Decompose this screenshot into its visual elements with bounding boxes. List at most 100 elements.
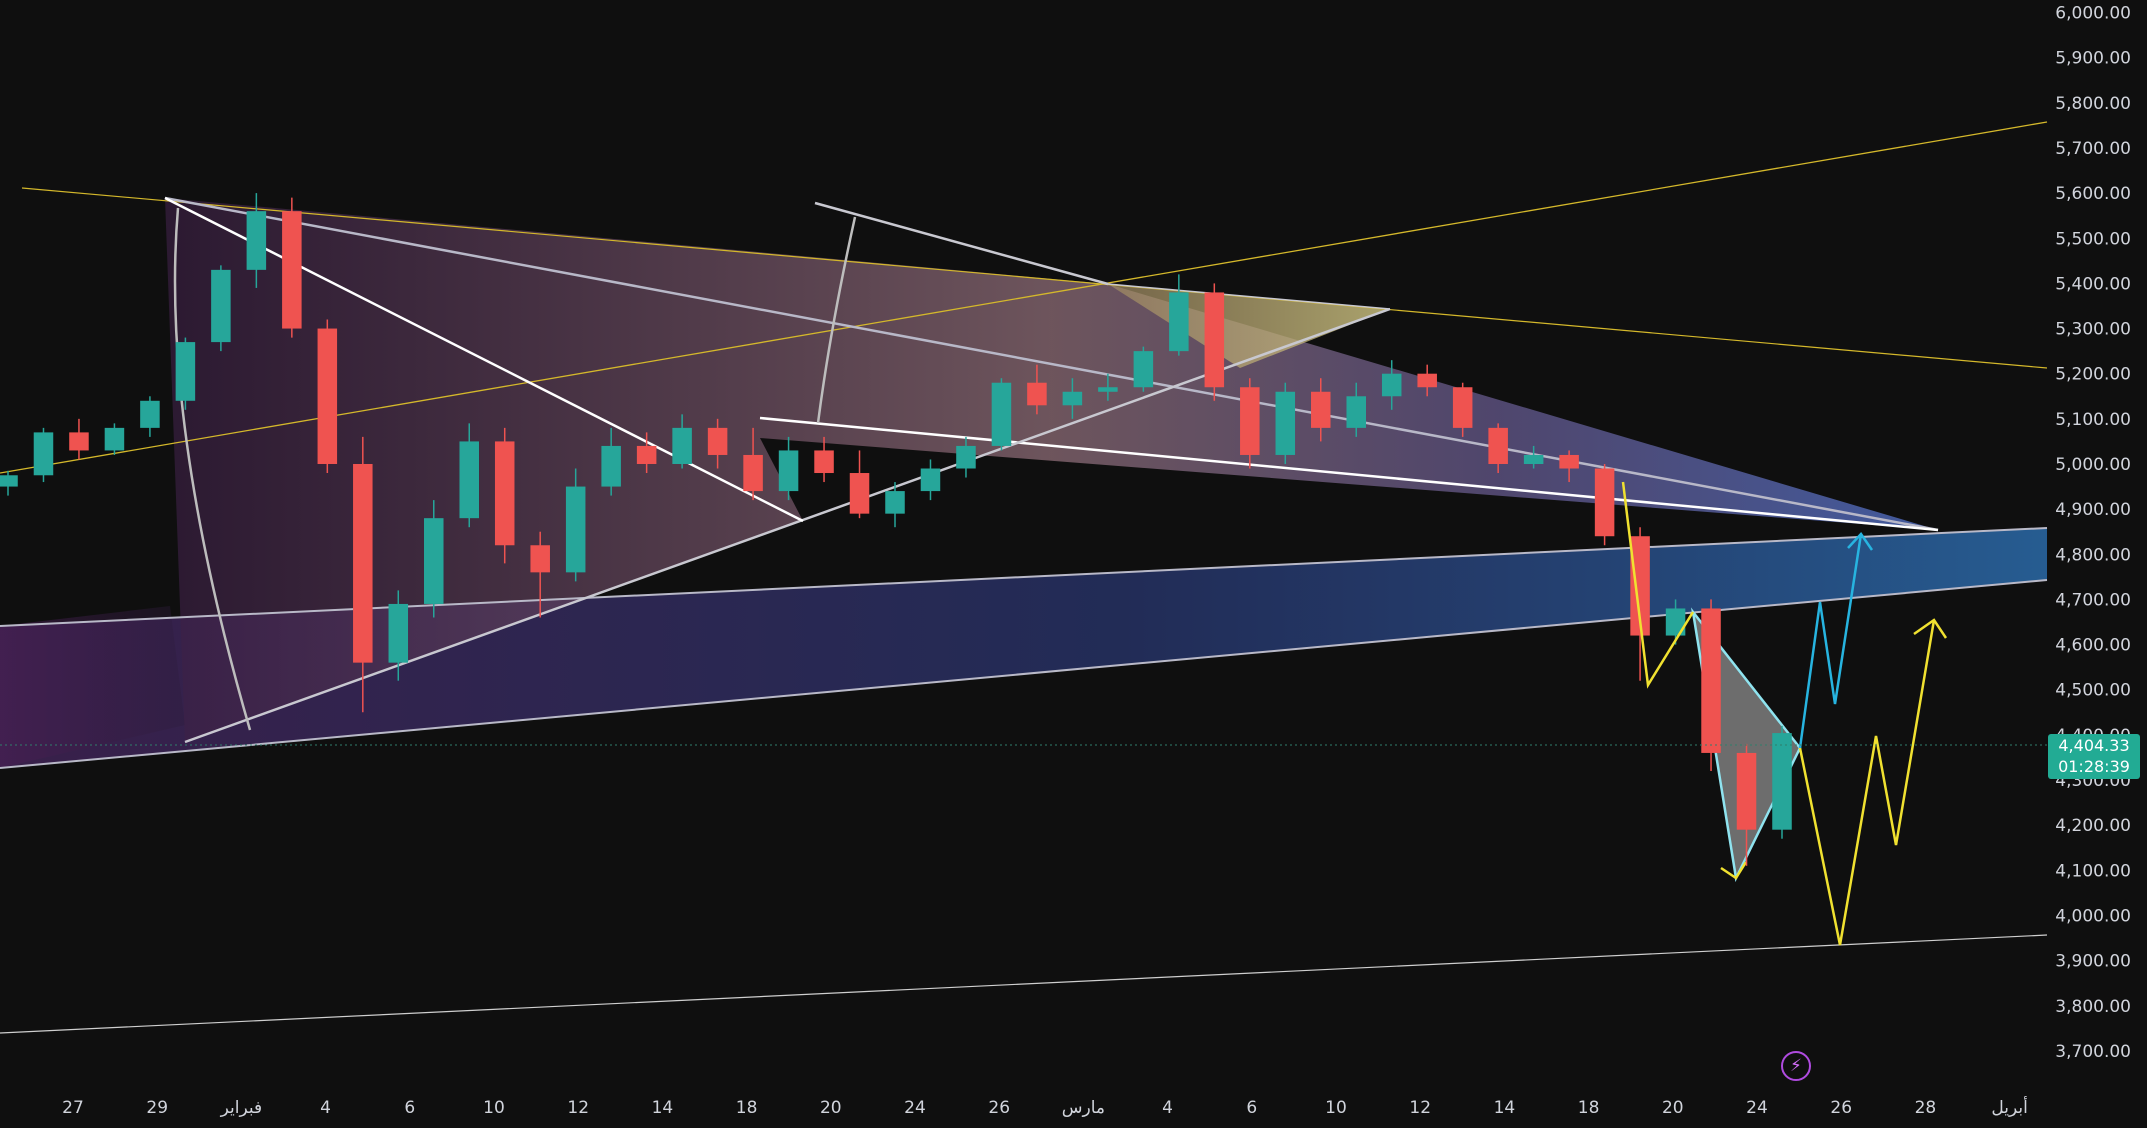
- support-channel-band: [0, 528, 2047, 768]
- candle-down: [1488, 427, 1508, 464]
- x-tick-label: 26: [1830, 1098, 1852, 1118]
- x-tick-label: 12: [567, 1098, 589, 1118]
- candle-up: [1062, 391, 1083, 406]
- candle-up: [1665, 608, 1686, 636]
- candle-down: [1559, 454, 1579, 469]
- y-tick-label: 5,600.00: [2055, 184, 2131, 204]
- x-tick-label: 26: [988, 1098, 1010, 1118]
- candle-down: [1630, 536, 1650, 636]
- x-tick-label: 28: [1915, 1098, 1937, 1118]
- candle-up: [601, 445, 621, 487]
- candle-up: [1772, 733, 1792, 830]
- candle-up: [1275, 391, 1296, 455]
- x-tick-label: فبراير: [220, 1098, 262, 1118]
- y-tick-label: 3,800.00: [2055, 997, 2131, 1017]
- candle-down: [1701, 608, 1721, 753]
- y-tick-label: 4,900.00: [2055, 500, 2131, 520]
- candle-up: [1098, 387, 1118, 392]
- y-tick-label: 3,900.00: [2055, 952, 2131, 972]
- projection-paths: [1621, 481, 1948, 946]
- candle-up: [388, 603, 409, 663]
- candle-up: [672, 427, 692, 464]
- candle-up: [778, 450, 799, 492]
- candle-down: [1594, 468, 1615, 537]
- candle-up: [565, 486, 586, 573]
- y-tick-label: 5,700.00: [2055, 139, 2131, 159]
- y-tick-label: 4,800.00: [2055, 545, 2131, 565]
- candle-up: [424, 518, 444, 604]
- y-tick-label: 4,000.00: [2055, 906, 2131, 926]
- x-tick-label: 6: [404, 1098, 415, 1118]
- x-tick-label: 14: [652, 1098, 674, 1118]
- descending-wedge-fill: [165, 198, 1938, 742]
- y-tick-label: 5,800.00: [2055, 94, 2131, 114]
- candle-down: [1240, 387, 1260, 455]
- candle-down: [814, 450, 834, 474]
- cyan-arrowhead: [1847, 532, 1874, 551]
- y-tick-label: 6,000.00: [2055, 4, 2131, 24]
- candle-up: [33, 432, 54, 476]
- x-tick-label: 20: [820, 1098, 842, 1118]
- candle-up: [956, 445, 976, 469]
- x-tick-label: 18: [1578, 1098, 1600, 1118]
- x-tick-label: 4: [1162, 1098, 1173, 1118]
- candle-up: [175, 342, 196, 401]
- candlestick-series: [0, 193, 1792, 866]
- candle-down: [494, 441, 515, 546]
- candle-down: [743, 454, 763, 492]
- x-tick-label: 10: [483, 1098, 505, 1118]
- y-tick-label: 3,700.00: [2055, 1042, 2131, 1062]
- flash-icon[interactable]: ⚡: [1781, 1051, 1811, 1081]
- y-tick-label: 4,100.00: [2055, 861, 2131, 881]
- y-tick-label: 4,500.00: [2055, 681, 2131, 701]
- price-axis[interactable]: 6,000.00 5,900.00 5,800.00 5,700.00 5,600.00…: [2055, 4, 2131, 1062]
- yellow-arrowhead: [1913, 618, 1948, 639]
- x-tick-label: 29: [146, 1098, 168, 1118]
- x-tick-label: 20: [1662, 1098, 1684, 1118]
- candle-up: [885, 491, 905, 514]
- yellow-projection-early: [1621, 481, 1695, 689]
- yellow-projection-path: [1798, 619, 1936, 946]
- candle-up: [104, 427, 125, 451]
- y-tick-label: 5,100.00: [2055, 410, 2131, 430]
- candle-down: [1417, 373, 1437, 388]
- candle-down: [1204, 292, 1225, 388]
- candle-up: [1169, 292, 1189, 352]
- x-tick-label: أبريل: [1991, 1096, 2027, 1118]
- time-axis[interactable]: 27 29 فبراير 4 6 10 12 14 18 20 24 26 مارس 4 6 10 12 14 18…: [62, 1096, 2028, 1118]
- candle-up: [1346, 396, 1366, 428]
- candle-down: [849, 473, 870, 514]
- x-tick-label: 6: [1246, 1098, 1257, 1118]
- candle-down: [1027, 382, 1047, 406]
- y-tick-label: 5,200.00: [2055, 365, 2131, 385]
- y-tick-label: 5,300.00: [2055, 320, 2131, 340]
- x-tick-label: 18: [736, 1098, 758, 1118]
- x-tick-label: 10: [1325, 1098, 1347, 1118]
- candle-up: [211, 269, 231, 343]
- y-tick-label: 4,200.00: [2055, 816, 2131, 836]
- candle-down: [1736, 752, 1757, 830]
- candle-down: [1452, 387, 1473, 428]
- candle-up: [0, 475, 18, 487]
- left-triangle-fill: [0, 606, 185, 768]
- candle-up: [920, 468, 941, 492]
- x-tick-label: 14: [1494, 1098, 1516, 1118]
- x-tick-label: 27: [62, 1098, 84, 1118]
- y-tick-label: 5,900.00: [2055, 49, 2131, 69]
- candle-up: [459, 441, 479, 519]
- candle-down: [317, 328, 338, 464]
- cyan-projection-path: [1798, 533, 1863, 749]
- candle-down: [353, 463, 373, 663]
- x-tick-label: 12: [1409, 1098, 1431, 1118]
- x-tick-label: 24: [1746, 1098, 1768, 1118]
- y-tick-label: 4,700.00: [2055, 590, 2131, 610]
- last-price-badge: 4,404.33 01:28:39: [2048, 734, 2140, 779]
- y-tick-label: 5,400.00: [2055, 274, 2131, 294]
- candle-down: [282, 211, 302, 329]
- x-tick-label: مارس: [1062, 1098, 1105, 1118]
- candle-up: [1381, 373, 1402, 397]
- candle-up: [246, 211, 267, 270]
- candle-down: [707, 427, 728, 455]
- bar-countdown: 01:28:39: [2058, 757, 2130, 776]
